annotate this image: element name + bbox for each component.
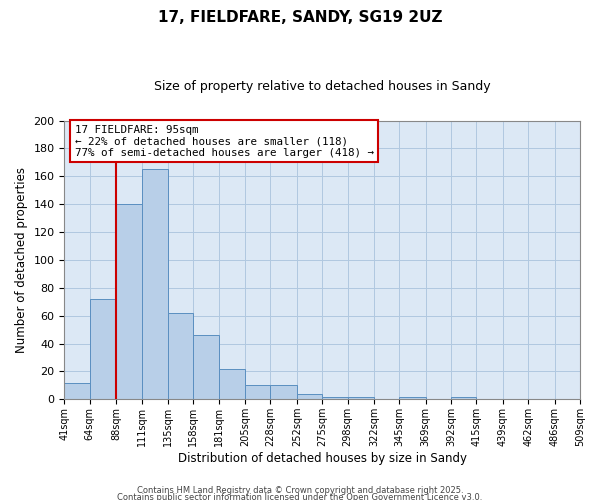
Bar	[400, 396, 426, 400]
Bar	[451, 396, 476, 400]
Title: Size of property relative to detached houses in Sandy: Size of property relative to detached ho…	[154, 80, 491, 93]
Bar	[64, 382, 90, 400]
Bar	[116, 204, 142, 400]
Text: 17 FIELDFARE: 95sqm
← 22% of detached houses are smaller (118)
77% of semi-detac: 17 FIELDFARE: 95sqm ← 22% of detached ho…	[75, 124, 374, 158]
Bar	[322, 396, 347, 400]
Bar	[168, 313, 193, 400]
Bar	[193, 335, 218, 400]
Bar	[297, 394, 322, 400]
Bar	[245, 386, 271, 400]
Bar	[271, 386, 297, 400]
Bar	[218, 368, 245, 400]
Text: Contains public sector information licensed under the Open Government Licence v3: Contains public sector information licen…	[118, 494, 482, 500]
Bar	[347, 396, 374, 400]
Text: 17, FIELDFARE, SANDY, SG19 2UZ: 17, FIELDFARE, SANDY, SG19 2UZ	[158, 10, 442, 25]
Y-axis label: Number of detached properties: Number of detached properties	[15, 167, 28, 353]
Text: Contains HM Land Registry data © Crown copyright and database right 2025.: Contains HM Land Registry data © Crown c…	[137, 486, 463, 495]
Bar	[90, 299, 116, 400]
X-axis label: Distribution of detached houses by size in Sandy: Distribution of detached houses by size …	[178, 452, 467, 465]
Bar	[142, 170, 168, 400]
